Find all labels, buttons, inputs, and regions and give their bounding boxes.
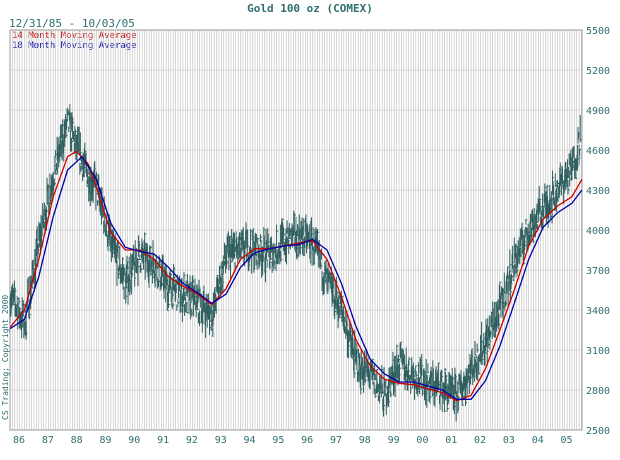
y-tick-label: 3100 (586, 346, 610, 357)
y-tick-label: 2800 (586, 386, 610, 397)
date-range: 12/31/85 - 10/03/05 (9, 17, 135, 30)
y-tick-label: 4300 (586, 186, 610, 197)
x-tick-label: 04 (532, 435, 544, 446)
ma14-line (9, 150, 583, 402)
x-tick-label: 88 (71, 435, 83, 446)
ma18-line (9, 155, 583, 400)
x-tick-label: 00 (416, 435, 428, 446)
y-tick-label: 2500 (586, 426, 610, 437)
x-tick-label: 89 (99, 435, 111, 446)
y-tick-label: 4900 (586, 106, 610, 117)
x-tick-label: 90 (128, 435, 140, 446)
x-tick-label: 95 (272, 435, 284, 446)
x-tick-label: 05 (561, 435, 573, 446)
y-tick-label: 5200 (586, 66, 610, 77)
y-tick-label: 3400 (586, 306, 610, 317)
x-tick-label: 92 (186, 435, 198, 446)
y-tick-label: 3700 (586, 266, 610, 277)
x-tick-label: 99 (388, 435, 400, 446)
y-tick-label: 5500 (586, 26, 610, 37)
x-tick-label: 94 (244, 435, 256, 446)
x-tick-label: 01 (445, 435, 457, 446)
legend-ma14: 14 Month Moving Average (12, 31, 137, 41)
plot-frame (9, 29, 583, 431)
legend-ma18: 18 Month Moving Average (12, 41, 137, 51)
x-tick-label: 03 (503, 435, 515, 446)
x-tick-label: 97 (330, 435, 342, 446)
x-tick-label: 96 (301, 435, 313, 446)
y-tick-label: 4000 (586, 226, 610, 237)
x-tick-label: 98 (359, 435, 371, 446)
y-tick-label: 4600 (586, 146, 610, 157)
x-tick-label: 86 (13, 435, 25, 446)
x-tick-label: 91 (157, 435, 169, 446)
chart-title: Gold 100 oz (COMEX) (247, 2, 373, 15)
x-tick-label: 93 (215, 435, 227, 446)
x-tick-label: 87 (42, 435, 54, 446)
x-tick-label: 02 (474, 435, 486, 446)
